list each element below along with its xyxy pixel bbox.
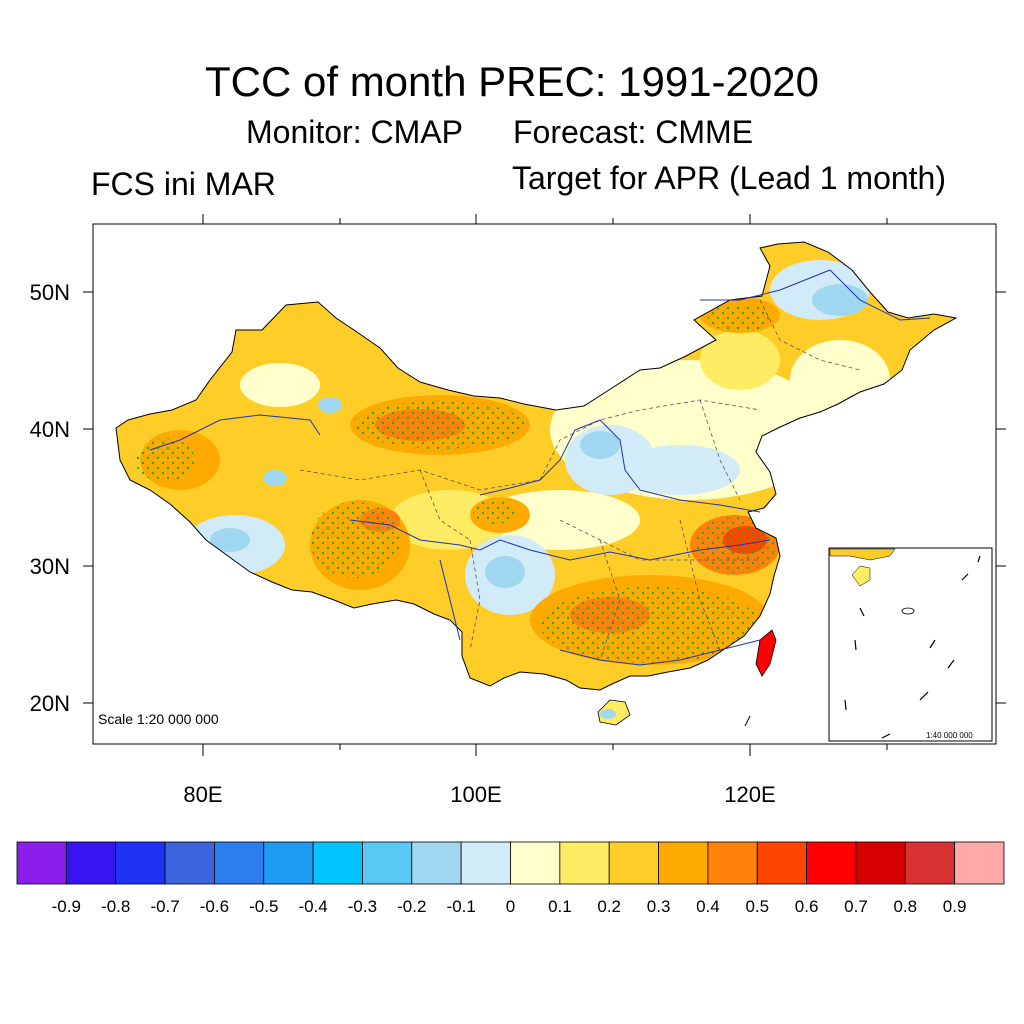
colorbar-swatch bbox=[559, 841, 610, 885]
colorbar-tick-label: -0.6 bbox=[199, 897, 230, 916]
inset-scale-label: 1:40 000 000 bbox=[926, 731, 973, 740]
lat-label: 40N bbox=[29, 417, 70, 442]
colorbar-tick-label: -0.7 bbox=[150, 897, 180, 916]
colorbar-swatch bbox=[411, 841, 462, 885]
colorbar-tick-label: 0.7 bbox=[844, 897, 868, 916]
colorbar-tick-label: 0.8 bbox=[893, 897, 918, 916]
lat-label: 20N bbox=[29, 691, 70, 716]
colorbar-swatch bbox=[510, 841, 561, 885]
colorbar-tick-label: 0 bbox=[505, 897, 516, 916]
forecast-label: Forecast: CMME bbox=[513, 114, 754, 150]
colorbar-swatch bbox=[312, 841, 363, 885]
colorbar-tick-label: -0.3 bbox=[347, 897, 378, 916]
colorbar-tick-label: 0.6 bbox=[794, 897, 819, 916]
colorbar-swatch bbox=[460, 841, 511, 885]
lon-label: 120E bbox=[724, 782, 776, 807]
map-title: TCC of month PREC: 1991-2020 bbox=[205, 58, 819, 105]
colorbar-tick-label: -0.1 bbox=[446, 897, 476, 916]
lon-label: 100E bbox=[450, 782, 502, 807]
colorbar-tick-label: -0.8 bbox=[101, 897, 131, 916]
colorbar-tick-label: -0.2 bbox=[397, 897, 427, 916]
colorbar-tick-label: 0.9 bbox=[942, 897, 967, 916]
colorbar-swatch bbox=[954, 841, 1005, 885]
province-lines bbox=[299, 299, 861, 661]
south-china-sea-inset bbox=[828, 547, 993, 742]
colorbar-tick-label: -0.4 bbox=[298, 897, 328, 916]
taiwan-island bbox=[755, 629, 777, 677]
colorbar-tick-label: -0.9 bbox=[51, 897, 81, 916]
colorbar-swatch bbox=[115, 841, 166, 885]
colorbar-swatch bbox=[904, 841, 956, 885]
lat-label: 30N bbox=[29, 554, 70, 579]
colorbar-swatch bbox=[707, 841, 758, 885]
colorbar-tick-label: 0.4 bbox=[696, 897, 720, 916]
axis-ticks bbox=[83, 214, 1006, 756]
colorbar-swatch bbox=[213, 841, 265, 885]
colorbar-swatch bbox=[65, 841, 117, 885]
colorbar-swatch bbox=[263, 841, 314, 885]
colorbar bbox=[16, 841, 1005, 885]
monitor-label: Monitor: CMAP bbox=[246, 114, 463, 150]
colorbar-swatch bbox=[164, 841, 215, 885]
colorbar-swatch bbox=[16, 841, 67, 885]
rivers bbox=[149, 269, 931, 666]
main-scale-label: Scale 1:20 000 000 bbox=[98, 711, 219, 727]
lon-label: 80E bbox=[183, 782, 223, 807]
colorbar-swatch bbox=[855, 841, 906, 885]
colorbar-swatch bbox=[756, 841, 807, 885]
colorbar-tick-label: 0.2 bbox=[597, 897, 621, 916]
colorbar-swatch bbox=[806, 841, 857, 885]
colorbar-swatch bbox=[362, 841, 413, 885]
colorbar-tick-label: -0.5 bbox=[249, 897, 279, 916]
lat-label: 50N bbox=[29, 280, 70, 305]
colorbar-swatch bbox=[608, 841, 659, 885]
colorbar-tick-label: 0.1 bbox=[548, 897, 572, 916]
target-label: Target for APR (Lead 1 month) bbox=[512, 160, 946, 196]
colorbar-tick-label: 0.5 bbox=[745, 897, 770, 916]
init-label: FCS ini MAR bbox=[91, 166, 276, 202]
colorbar-tick-label: 0.3 bbox=[646, 897, 671, 916]
colorbar-swatch bbox=[658, 841, 709, 885]
